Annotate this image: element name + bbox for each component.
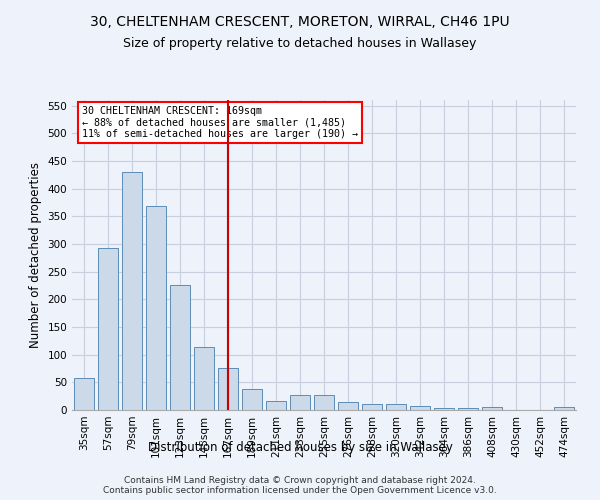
Bar [170, 285, 190, 410]
Bar [482, 407, 502, 410]
Bar [242, 389, 262, 410]
Bar [410, 406, 430, 410]
Text: Contains HM Land Registry data © Crown copyright and database right 2024.
Contai: Contains HM Land Registry data © Crown c… [103, 476, 497, 495]
Bar [290, 395, 310, 410]
Bar [122, 172, 142, 410]
Bar [362, 404, 382, 410]
Bar [218, 368, 238, 410]
Bar [554, 407, 574, 410]
Text: 30 CHELTENHAM CRESCENT: 169sqm
← 88% of detached houses are smaller (1,485)
11% : 30 CHELTENHAM CRESCENT: 169sqm ← 88% of … [82, 106, 358, 140]
Bar [74, 378, 94, 410]
Bar [434, 408, 454, 410]
Bar [314, 395, 334, 410]
Text: 30, CHELTENHAM CRESCENT, MORETON, WIRRAL, CH46 1PU: 30, CHELTENHAM CRESCENT, MORETON, WIRRAL… [90, 15, 510, 29]
Bar [338, 402, 358, 410]
Bar [458, 408, 478, 410]
Y-axis label: Number of detached properties: Number of detached properties [29, 162, 42, 348]
Bar [98, 248, 118, 410]
Text: Size of property relative to detached houses in Wallasey: Size of property relative to detached ho… [124, 38, 476, 51]
Bar [386, 404, 406, 410]
Text: Distribution of detached houses by size in Wallasey: Distribution of detached houses by size … [148, 441, 452, 454]
Bar [194, 348, 214, 410]
Bar [146, 206, 166, 410]
Bar [266, 400, 286, 410]
